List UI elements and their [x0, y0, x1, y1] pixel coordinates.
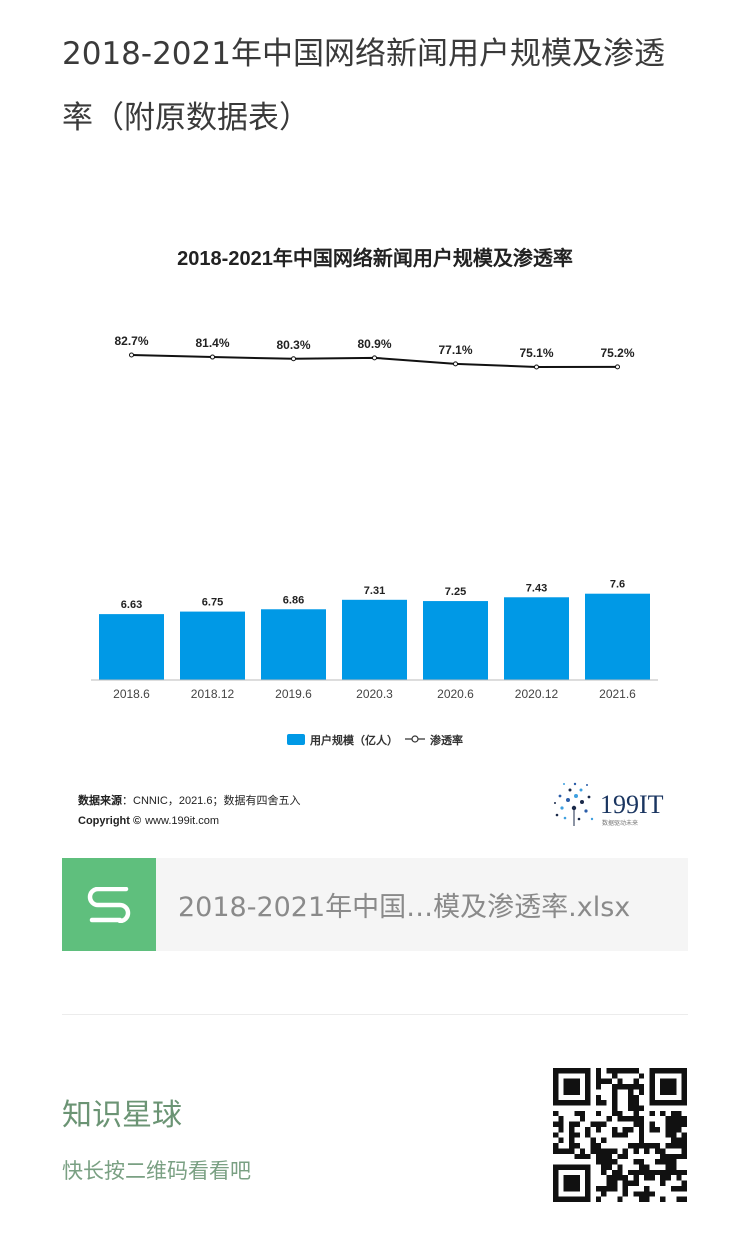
x-tick-2018.12: 2018.12: [191, 687, 235, 701]
bar-2020.6: [423, 601, 488, 680]
bar-2019.6: [261, 609, 326, 680]
line-label-2020.6: 77.1%: [438, 343, 472, 357]
line-point-2020.3: [372, 355, 377, 361]
penetration-line-group: 82.7% 81.4% 80.3% 80.9% 77.1% 75.1% 75.2%: [114, 334, 635, 370]
bar-2020.3: [342, 599, 407, 680]
x-tick-2020.3: 2020.3: [356, 687, 393, 701]
bar-label-2019.6: 6.86: [283, 594, 304, 606]
x-ticks-group: 2018.6 2018.12 2019.6 2020.3 2020.6 2020.12 20…: [113, 687, 636, 701]
legend-line-marker: [411, 735, 419, 743]
dandelion-icon: [554, 782, 594, 826]
line-point-2020.6: [453, 361, 458, 367]
x-tick-2018.6: 2018.6: [113, 687, 150, 701]
line-label-2021.6: 75.2%: [600, 346, 634, 360]
x-tick-2019.6: 2019.6: [275, 687, 312, 701]
logo-tagline: 数据驱动未来: [602, 819, 638, 827]
legend-line-label: 渗透率: [430, 733, 463, 747]
copyright-label: Copyright ©: [78, 815, 141, 827]
bar-label-2020.12: 7.43: [526, 582, 547, 594]
bar-2018.12: [180, 611, 245, 680]
line-point-2019.6: [291, 356, 296, 362]
line-label-2020.12: 75.1%: [519, 346, 553, 360]
svg-text:Copyright ©www.199it.com: Copyright © www.199it.com: [78, 815, 219, 827]
bar-label-2018.12: 6.75: [202, 597, 223, 609]
spreadsheet-s-icon: [62, 858, 156, 951]
attachment-card[interactable]: 2018-2021年中国…模及渗透率.xlsx: [62, 858, 688, 951]
user-bars-group: 6.63 6.75 6.86 7.31 7.25 7.43 7.6: [99, 579, 650, 680]
chart-image: 2018-2021年中国网络新闻用户规模及渗透率 82.7% 81.4% 80.3%…: [62, 222, 688, 840]
line-point-2020.12: [534, 364, 539, 370]
bar-2021.6: [585, 593, 650, 680]
planet-title: 知识星球: [62, 1098, 182, 1133]
x-tick-2020.12: 2020.12: [515, 687, 559, 701]
x-tick-2021.6: 2021.6: [599, 687, 636, 701]
chart-title: 2018-2021年中国网络新闻用户规模及渗透率: [177, 246, 573, 270]
chart-source: 数据来源：CNNIC，2021.6；数据有四舍五入 Copyright © www…: [78, 793, 300, 827]
logo-199it: 199IT 数据驱动未来: [554, 782, 664, 827]
source-text: ：CNNIC，2021.6；数据有四舍五入: [122, 793, 300, 807]
line-label-2019.6: 80.3%: [276, 338, 310, 352]
bar-2020.12: [504, 597, 569, 680]
planet-subtitle: 快长按二维码看看吧: [62, 1159, 251, 1183]
bar-label-2020.6: 7.25: [445, 586, 466, 598]
divider: [62, 1014, 688, 1015]
line-label-2018.12: 81.4%: [195, 336, 229, 350]
logo-text: 199IT: [600, 790, 664, 819]
line-point-2018.6: [129, 352, 134, 358]
bar-label-2018.6: 6.63: [121, 599, 142, 611]
article-title: 2018-2021年中国网络新闻用户规模及渗透率（附原数据表）: [62, 36, 665, 136]
line-label-2018.6: 82.7%: [114, 334, 148, 348]
bar-label-2021.6: 7.6: [610, 579, 625, 591]
chart-svg: 2018-2021年中国网络新闻用户规模及渗透率 82.7% 81.4% 80.3%…: [78, 246, 664, 827]
chart-legend: 用户规模（亿人） 渗透率: [287, 733, 463, 747]
x-tick-2020.6: 2020.6: [437, 687, 474, 701]
line-point-2018.12: [210, 354, 215, 360]
qr-code-icon[interactable]: [553, 1068, 687, 1202]
legend-bar-label: 用户规模（亿人）: [310, 733, 398, 747]
line-label-2020.3: 80.9%: [357, 337, 391, 351]
source-label: 数据来源: [78, 793, 122, 807]
svg-text:数据来源：CNNIC，2021.6；数据有四舍五入: 数据来源：CNNIC，2021.6；数据有四舍五入: [78, 793, 300, 807]
bar-2018.6: [99, 614, 164, 680]
copyright-site: www.199it.com: [144, 815, 219, 827]
legend-bar-swatch: [287, 734, 305, 745]
bar-label-2020.3: 7.31: [364, 585, 385, 597]
line-point-2021.6: [615, 364, 620, 370]
attachment-file-name: 2018-2021年中国…模及渗透率.xlsx: [178, 892, 631, 923]
